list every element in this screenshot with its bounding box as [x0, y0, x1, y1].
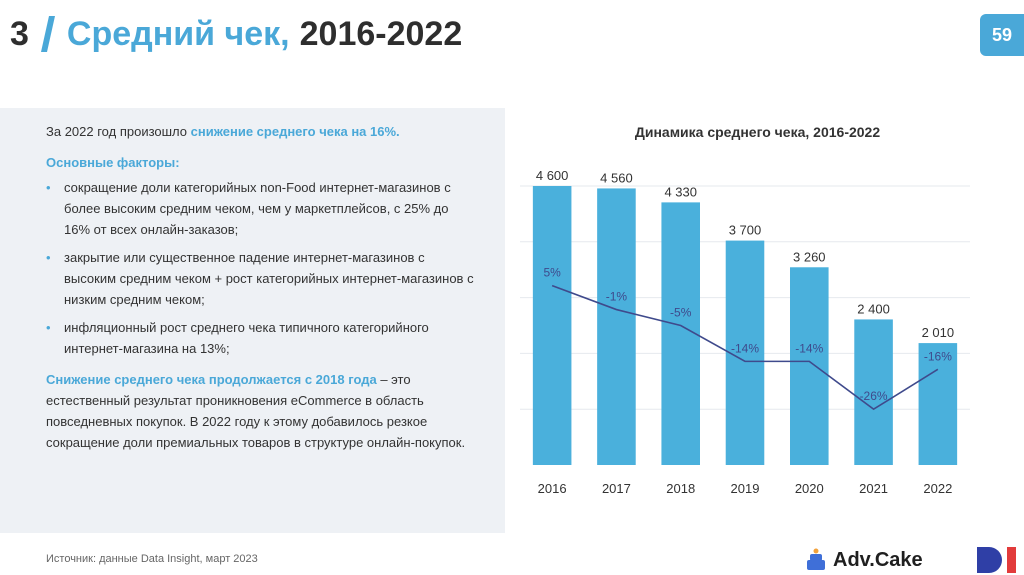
- bar-value-label: 4 560: [600, 170, 633, 185]
- bar: [790, 267, 829, 465]
- adv-cake-logo-text: Adv.Cake: [833, 548, 923, 571]
- bar: [661, 202, 700, 465]
- slide-header: 3 Средний чек, 2016-2022: [10, 8, 462, 60]
- growth-label: -14%: [731, 341, 759, 355]
- bar-value-label: 3 700: [729, 223, 762, 238]
- x-tick-label: 2016: [538, 481, 567, 496]
- bullet-text: инфляционный рост среднего чека типичног…: [64, 320, 429, 356]
- list-item: • инфляционный рост среднего чека типично…: [46, 317, 476, 359]
- bar-value-label: 2 010: [922, 325, 955, 340]
- bullet-text: сокращение доли категорийных non-Food ин…: [64, 180, 451, 237]
- bullet-icon: •: [46, 320, 51, 335]
- x-tick-label: 2018: [666, 481, 695, 496]
- bar: [725, 240, 765, 465]
- growth-label: -1%: [606, 290, 628, 304]
- x-tick-label: 2020: [795, 481, 824, 496]
- bullet-icon: •: [46, 180, 51, 195]
- x-tick-label: 2022: [923, 481, 952, 496]
- bar-value-label: 4 600: [536, 168, 569, 183]
- avg-check-chart: 4 600 2016 4 560 2017 4 330 2018 3 700 2019 3 26…: [520, 168, 970, 496]
- page-title-highlight: Средний чек,: [66, 14, 290, 53]
- growth-label: -5%: [670, 306, 692, 320]
- x-tick-label: 2017: [602, 481, 631, 496]
- conclusion-text: – это естественный результат проникновен…: [46, 372, 466, 450]
- data-insight-logo: [977, 547, 1016, 573]
- cake-icon: [807, 548, 825, 570]
- list-item: • закрытие или существенное падение интер…: [46, 247, 476, 310]
- bullet-icon: •: [46, 250, 51, 265]
- conclusion-paragraph: Снижение среднего чека продолжается с 20…: [46, 369, 476, 453]
- intro-paragraph: За 2022 год произошло снижение среднего …: [46, 121, 476, 142]
- growth-label: -26%: [860, 389, 888, 403]
- bar: [597, 188, 636, 465]
- section-number: 3: [10, 14, 29, 53]
- slash-icon: [40, 16, 55, 52]
- bar-value-label: 3 260: [793, 249, 826, 264]
- bar: [532, 186, 572, 465]
- x-tick-label: 2019: [731, 481, 760, 496]
- intro-text: За 2022 год произошло: [46, 124, 191, 139]
- factors-heading: Основные факторы:: [46, 155, 180, 170]
- bar-value-label: 2 400: [857, 301, 890, 316]
- intro-highlight: снижение среднего чека на 16%.: [190, 124, 400, 139]
- chart-title: Динамика среднего чека, 2016-2022: [634, 124, 881, 140]
- page-number-badge: 59: [980, 14, 1024, 56]
- growth-label: -16%: [924, 349, 952, 363]
- growth-label: -14%: [795, 341, 823, 355]
- factors-list: • сокращение доли категорийных non-Food и…: [46, 177, 476, 359]
- bar: [918, 343, 958, 465]
- text-panel-background: [0, 108, 505, 533]
- growth-line: [551, 284, 939, 411]
- text-panel: За 2022 год произошло снижение среднего …: [46, 121, 476, 453]
- page-title-years: 2016-2022: [299, 14, 463, 53]
- bullet-text: закрытие или существенное падение интерн…: [64, 250, 474, 307]
- x-tick-label: 2021: [859, 481, 888, 496]
- list-item: • сокращение доли категорийных non-Food и…: [46, 177, 476, 240]
- bar: [854, 319, 893, 465]
- bar-value-label: 4 330: [664, 184, 697, 199]
- conclusion-highlight: Снижение среднего чека продолжается с 20…: [46, 372, 377, 387]
- source-note: Источник: данные Data Insight, март 2023: [46, 553, 258, 565]
- growth-label: 5%: [543, 266, 561, 280]
- adv-cake-logo: Adv.Cake: [805, 548, 923, 572]
